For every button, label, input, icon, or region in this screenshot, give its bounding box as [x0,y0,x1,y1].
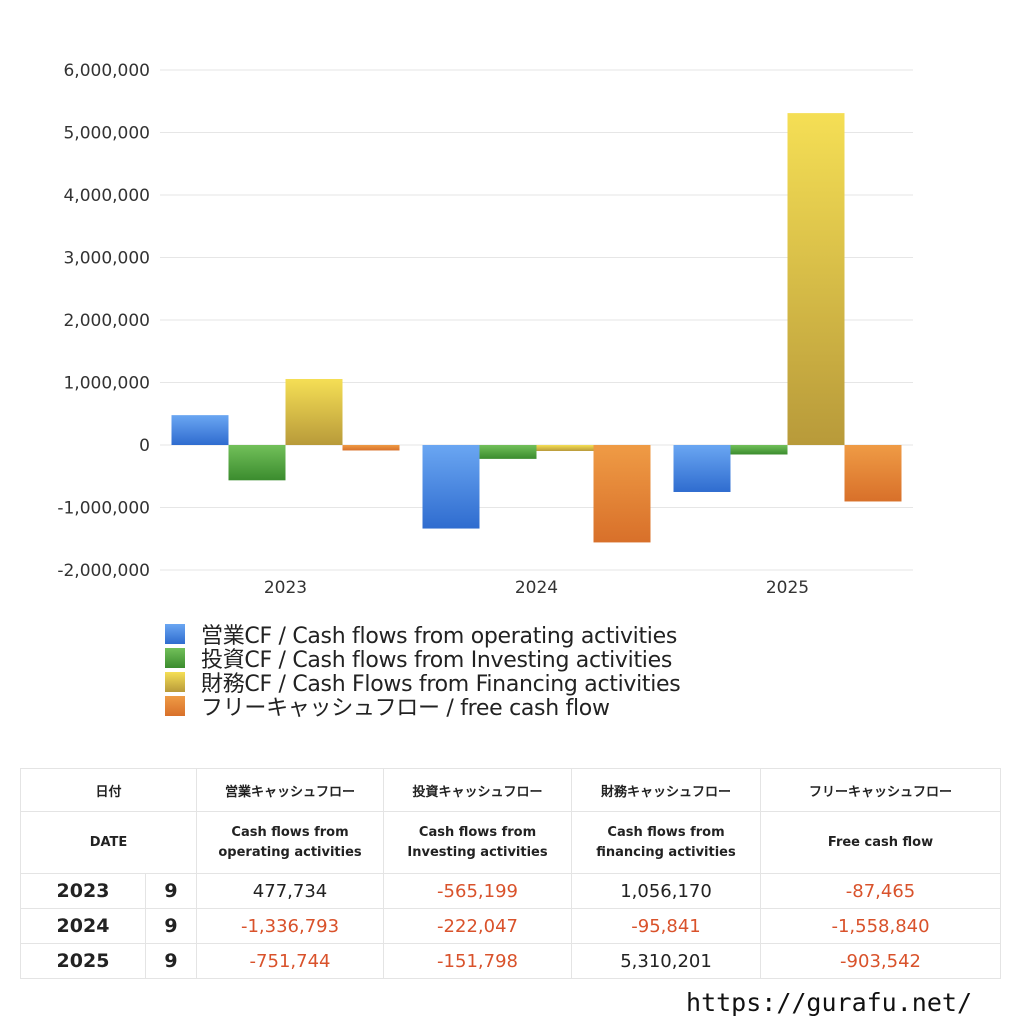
legend-swatch-free-cash-flow [165,696,185,716]
bars [171,113,902,543]
bar-operating-2023 [171,415,229,445]
header-financing-en: Cash flows from financing activities [571,811,762,874]
table-header-row-jp: 日付 営業キャッシュフロー 投資キャッシュフロー 財務キャッシュフロー フリーキ… [19,768,1002,812]
y-axis-labels: 6,000,000 5,000,000 4,000,000 3,000,000 2,00… [57,61,150,581]
bar-investing-2025 [730,445,788,455]
site-url[interactable]: https://gurafu.net/ [686,988,972,1017]
legend-label: フリーキャッシュフロー / free cash flow [201,696,610,721]
legend-label: 投資CF / Cash flows from Investing activit… [201,648,672,673]
x-tick-label: 2024 [515,578,558,598]
y-tick-label: -2,000,000 [57,561,150,581]
header-operating-en: Cash flows from operating activities [196,811,385,874]
cell-operating: -751,744 [196,943,385,979]
legend-swatch-investing [165,648,185,668]
header-date-en: DATE [19,811,198,874]
row-month: 9 [144,943,198,979]
cell-financing: 5,310,201 [571,943,762,979]
x-tick-label: 2023 [264,578,307,598]
cell-free-cf: -903,542 [760,943,1002,979]
legend: 営業CF / Cash flows from operating activit… [165,622,681,721]
cell-investing: -565,199 [383,873,573,909]
header-free-cf-en: Free cash flow [760,811,1002,874]
bar-free-cf-2025 [844,445,902,502]
y-tick-label: 4,000,000 [63,186,150,206]
legend-item-investing: 投資CF / Cash flows from Investing activit… [165,646,680,673]
header-free-cf-jp: フリーキャッシュフロー [760,768,1002,812]
bar-free-cf-2023 [342,445,400,451]
bar-investing-2024 [479,445,537,459]
header-financing-jp: 財務キャッシュフロー [571,768,762,812]
legend-item-operating: 営業CF / Cash flows from operating activit… [165,622,680,649]
legend-item-free-cash-flow: フリーキャッシュフロー / free cash flow [165,694,680,721]
x-axis-labels: 2023 2024 2025 [264,578,809,598]
cell-free-cf: -1,558,840 [760,908,1002,944]
bar-financing-2023 [285,378,343,445]
bar-operating-2024 [422,445,480,529]
bar-investing-2023 [228,445,286,481]
bar-operating-2025 [673,445,731,492]
legend-swatch-operating [165,624,185,644]
row-year: 2025 [20,943,146,979]
table-row: 2023 9 477,734 -565,199 1,056,170 -87,46… [20,873,1002,909]
header-investing-en: Cash flows from Investing activities [383,811,573,874]
row-month: 9 [144,873,198,909]
y-tick-label: 1,000,000 [63,374,150,394]
legend-label: 財務CF / Cash Flows from Financing activit… [201,672,681,697]
row-year: 2024 [20,908,146,944]
header-date-jp: 日付 [19,768,198,812]
cell-financing: 1,056,170 [571,873,762,909]
cash-flow-chart: 6,000,000 5,000,000 4,000,000 3,000,000 2,00… [57,61,913,598]
y-tick-label: 3,000,000 [63,249,150,269]
header-investing-jp: 投資キャッシュフロー [383,768,573,812]
table-row: 2024 9 -1,336,793 -222,047 -95,841 -1,55… [20,908,1002,944]
cash-flow-table: 日付 営業キャッシュフロー 投資キャッシュフロー 財務キャッシュフロー フリーキ… [19,768,1002,979]
cell-operating: 477,734 [196,873,385,909]
legend-swatch-financing [165,672,185,692]
row-year: 2023 [20,873,146,909]
y-tick-label: -1,000,000 [57,499,150,519]
cell-investing: -151,798 [383,943,573,979]
cell-investing: -222,047 [383,908,573,944]
table-row: 2025 9 -751,744 -151,798 5,310,201 -903,… [20,943,1002,979]
bar-financing-2024 [536,445,594,451]
x-tick-label: 2025 [766,578,809,598]
y-tick-label: 0 [139,436,150,456]
cell-operating: -1,336,793 [196,908,385,944]
header-operating-jp: 営業キャッシュフロー [196,768,385,812]
y-tick-label: 5,000,000 [63,124,150,144]
bar-free-cf-2024 [593,445,651,543]
y-tick-label: 6,000,000 [63,61,150,81]
cell-free-cf: -87,465 [760,873,1002,909]
legend-item-financing: 財務CF / Cash Flows from Financing activit… [165,670,681,697]
legend-label: 営業CF / Cash flows from operating activit… [201,624,678,649]
row-month: 9 [144,908,198,944]
bar-financing-2025 [787,113,845,446]
y-tick-label: 2,000,000 [63,311,150,331]
table-header-row-en: DATE Cash flows from operating activitie… [19,811,1002,874]
cell-financing: -95,841 [571,908,762,944]
